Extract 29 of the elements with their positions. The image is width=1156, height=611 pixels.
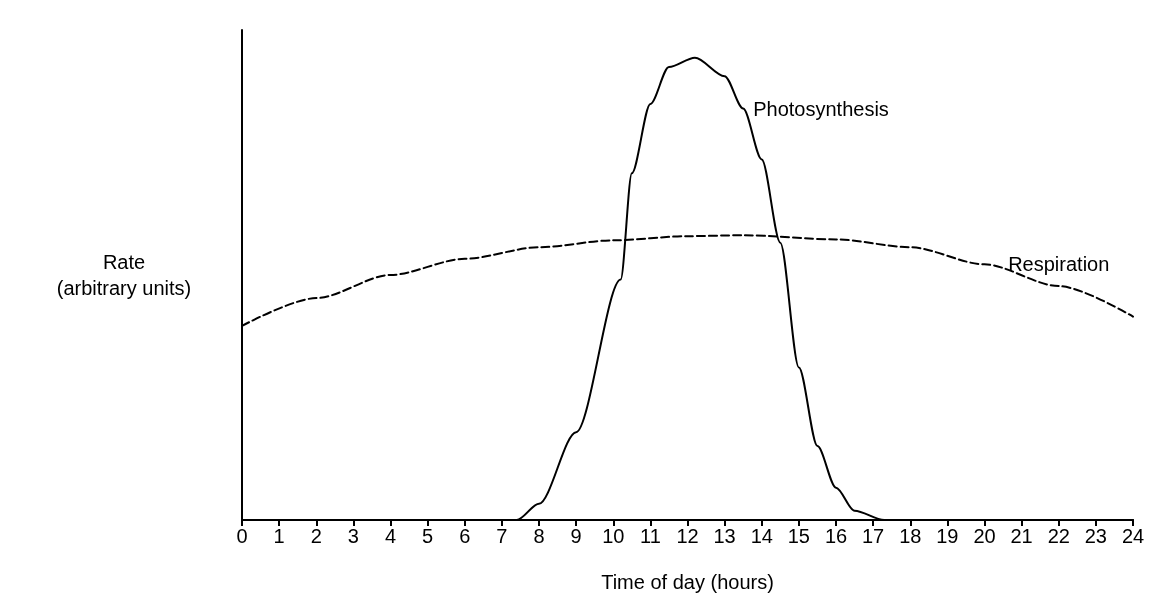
x-tick-label: 21 xyxy=(1010,525,1033,547)
x-tick-label: 14 xyxy=(750,525,773,547)
x-tick-label: 20 xyxy=(973,525,996,547)
x-tick-label: 6 xyxy=(459,525,471,547)
x-tick-label: 11 xyxy=(639,525,661,547)
y-axis-title: Rate (arbitrary units) xyxy=(56,251,192,299)
x-tick-label: 1 xyxy=(273,525,285,547)
x-tick-label: 8 xyxy=(533,525,545,547)
x-tick-label: 18 xyxy=(899,525,922,547)
x-tick-label: 13 xyxy=(713,525,736,547)
x-tick-label: 19 xyxy=(936,525,959,547)
x-tick-label: 10 xyxy=(602,525,625,547)
x-tick-label: 16 xyxy=(824,525,848,547)
x-tick-label: 23 xyxy=(1084,525,1107,547)
x-tick-label: 4 xyxy=(384,525,397,547)
x-tick-label: 9 xyxy=(570,525,582,547)
x-axis-title: Time of day (hours) xyxy=(601,571,774,593)
x-tick-label: 5 xyxy=(422,525,434,547)
x-tick-label: 17 xyxy=(862,525,885,547)
series-label: Respiration xyxy=(1008,253,1110,276)
x-tick-label: 12 xyxy=(676,525,699,547)
x-tick-label: 3 xyxy=(347,525,359,547)
x-tick-label: 7 xyxy=(496,525,508,547)
series-label: Photosynthesis xyxy=(753,97,889,120)
x-tick-label: 0 xyxy=(236,525,248,547)
x-tick-label: 15 xyxy=(787,525,810,547)
x-tick-label: 2 xyxy=(310,525,322,547)
x-tick-label: 24 xyxy=(1121,525,1145,547)
x-tick-label: 22 xyxy=(1047,525,1070,547)
